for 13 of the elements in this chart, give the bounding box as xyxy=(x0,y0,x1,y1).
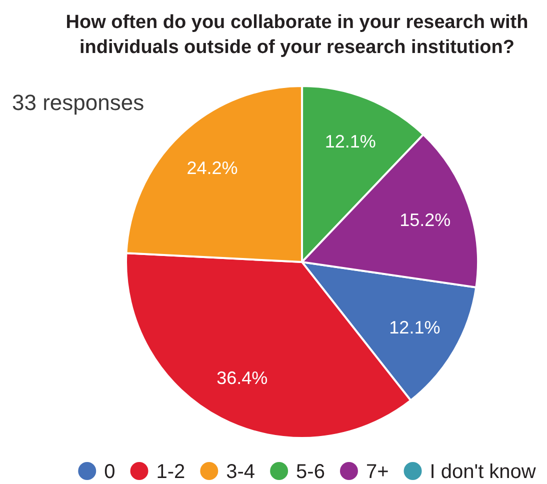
chart-subtitle: 33 responses xyxy=(12,90,144,115)
data-label: 36.4% xyxy=(216,368,268,388)
data-label: 24.2% xyxy=(186,158,238,178)
data-label: 12.1% xyxy=(324,131,376,152)
chart-title: How often do you collaborate in your research with individuals outside of your research institution? xyxy=(66,12,528,58)
data-label: 15.2% xyxy=(400,210,451,230)
legend-label: 7+ xyxy=(366,461,389,483)
legend-label: I don't know xyxy=(430,461,536,483)
data-label: 12.1% xyxy=(389,318,440,338)
legend-label: 3-4 xyxy=(226,461,256,483)
legend-label: 1-2 xyxy=(156,461,186,483)
legend-label: 5-6 xyxy=(296,461,325,483)
legend-label: 0 xyxy=(104,461,116,483)
